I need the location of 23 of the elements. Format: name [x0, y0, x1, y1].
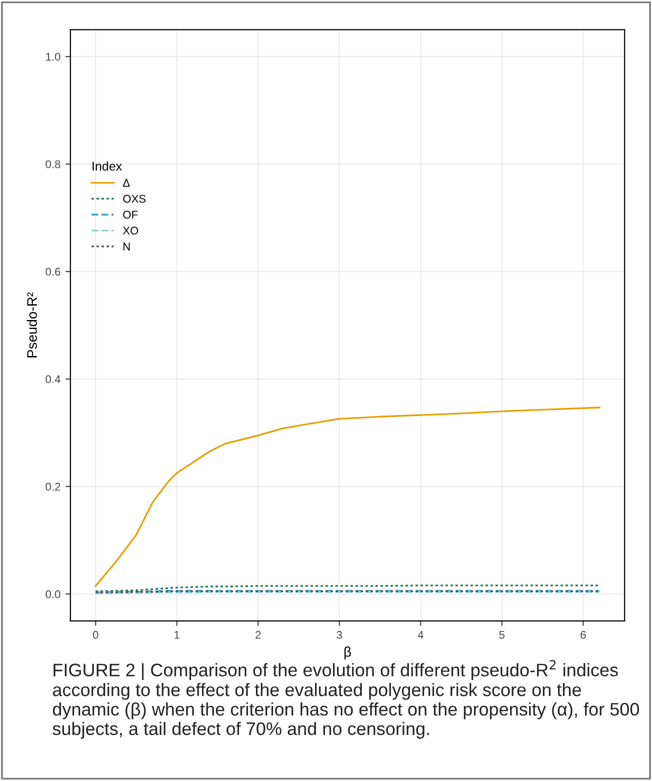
legend-label: OF [123, 210, 138, 219]
y-tick-label: 1.0 [46, 52, 60, 61]
y-tick-label: 0.8 [46, 160, 60, 168]
x-tick-label: 4 [418, 631, 424, 639]
x-tick-label: 6 [580, 630, 586, 639]
y-tick-label: 0.6 [46, 268, 60, 276]
legend-label: XO [122, 226, 138, 235]
line-series [94, 406, 600, 587]
y-axis-title: Pseudo-R² [26, 292, 37, 358]
y-tick-label: 0.2 [46, 482, 60, 491]
x-tick-label: 3 [336, 630, 342, 639]
x-tick-label: 2 [256, 630, 261, 639]
x-tick-label: 1 [174, 631, 180, 639]
x-axis-title: β [344, 646, 351, 660]
x-tick-label: 5 [499, 631, 505, 639]
caption: FIGURE 2 | Comparison of the evolution of different pseudo-R$^{2}$ indices according to the effect of the evaluated polygenic risk score on the dynamic (β) when the criterion has no effect on the propensity (α), for 500 subjects, a tail defect of 70% and no censoring. [52, 660, 639, 739]
x-tick-label: 0 [92, 630, 98, 639]
legend-title: Index [92, 161, 122, 171]
y-tick-label: 0.0 [46, 590, 60, 598]
legend-label: Δ [122, 179, 130, 187]
legend-label: OXS [123, 194, 146, 203]
y-tick-label: 0.4 [46, 375, 60, 384]
legend-label: N [124, 242, 130, 250]
